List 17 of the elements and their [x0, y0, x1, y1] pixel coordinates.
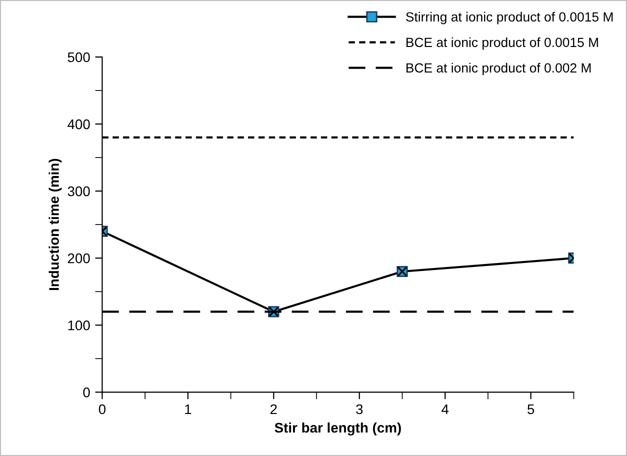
x-tick-label: 3	[356, 404, 363, 414]
legend-label: BCE at ionic product of 0.002 M	[406, 62, 591, 76]
y-tick-label: 0	[83, 387, 90, 398]
legend-label: Stirring at ionic product of 0.0015 M	[406, 12, 613, 24]
x-tick-label: 4	[442, 404, 449, 414]
x-axis-title: Stir bar length (cm)	[274, 422, 401, 436]
x-tick-label: 0	[98, 404, 106, 414]
y-tick-label: 200	[68, 253, 90, 264]
y-tick-label: 300	[68, 186, 90, 196]
x-tick-label: 5	[528, 404, 534, 414]
legend-label: BCE at ionic product of 0.0015 M	[406, 37, 598, 50]
y-axis-title: Induction time (min)	[48, 158, 62, 290]
y-tick-label: 500	[68, 52, 90, 62]
x-tick-label: 1	[185, 404, 192, 414]
y-tick-label: 400	[68, 119, 90, 130]
x-tick-label: 2	[270, 404, 277, 414]
y-tick-label: 100	[68, 320, 90, 330]
